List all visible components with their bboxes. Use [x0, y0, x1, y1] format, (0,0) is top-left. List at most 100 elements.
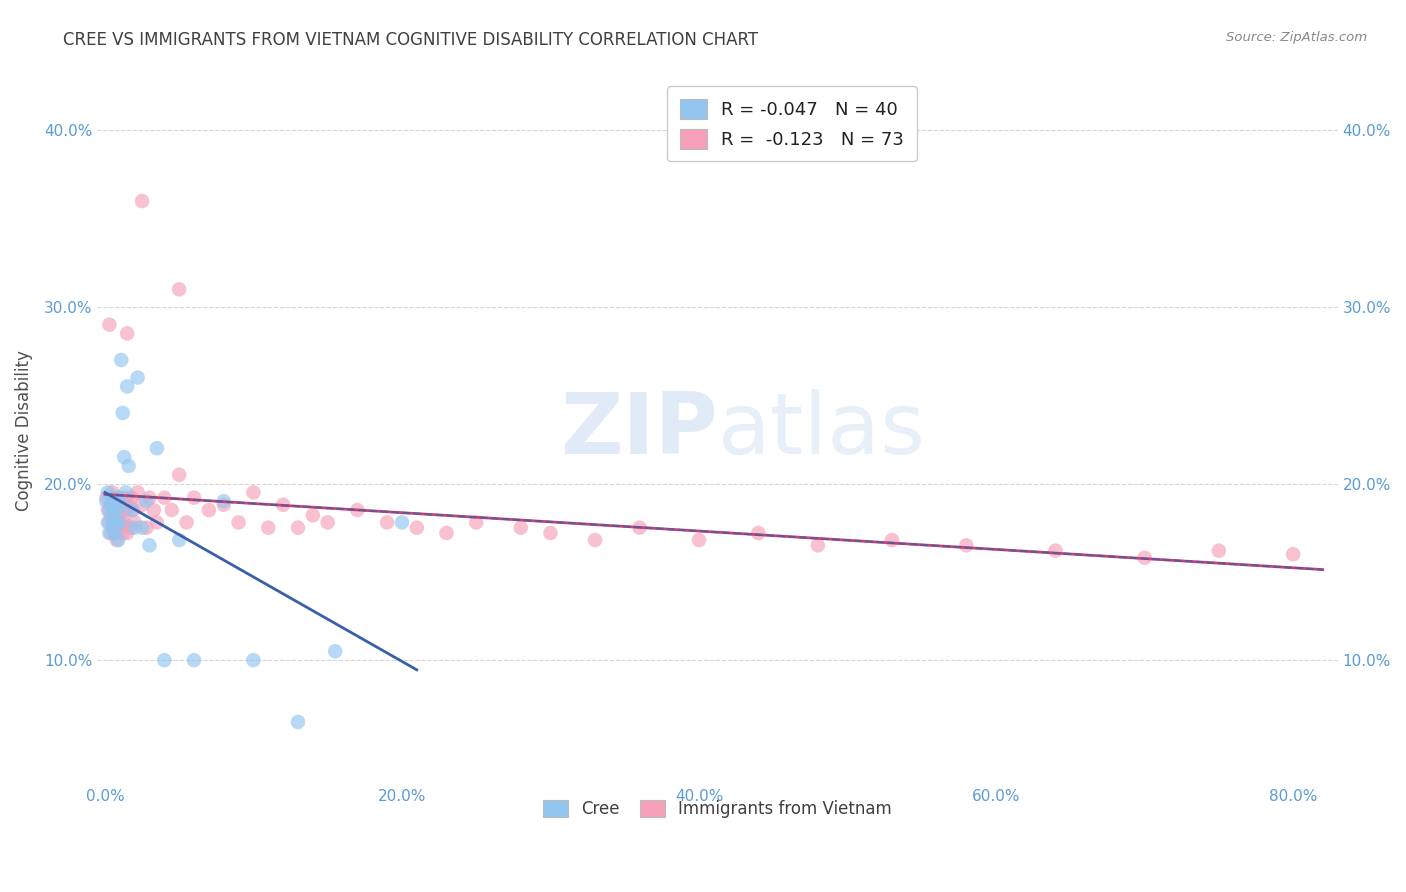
- Point: [747, 526, 769, 541]
- Point: [107, 491, 129, 505]
- Point: [122, 503, 145, 517]
- Point: [436, 526, 458, 541]
- Point: [176, 516, 198, 530]
- Point: [114, 491, 136, 505]
- Point: [101, 521, 124, 535]
- Point: [1282, 547, 1305, 561]
- Point: [108, 498, 131, 512]
- Point: [146, 442, 169, 456]
- Point: [465, 516, 488, 530]
- Point: [120, 521, 142, 535]
- Point: [880, 533, 903, 547]
- Point: [375, 516, 398, 530]
- Point: [108, 516, 131, 530]
- Y-axis label: Cognitive Disability: Cognitive Disability: [15, 351, 32, 511]
- Point: [107, 503, 129, 517]
- Point: [1133, 550, 1156, 565]
- Point: [110, 353, 132, 368]
- Point: [103, 503, 125, 517]
- Point: [540, 526, 562, 541]
- Point: [97, 503, 120, 517]
- Point: [1045, 543, 1067, 558]
- Point: [98, 503, 121, 517]
- Point: [112, 516, 135, 530]
- Point: [135, 494, 157, 508]
- Text: Source: ZipAtlas.com: Source: ZipAtlas.com: [1226, 31, 1367, 45]
- Point: [127, 485, 149, 500]
- Point: [955, 538, 977, 552]
- Point: [183, 653, 205, 667]
- Point: [138, 538, 160, 552]
- Point: [1208, 543, 1230, 558]
- Point: [107, 516, 129, 530]
- Point: [103, 526, 125, 541]
- Point: [271, 498, 294, 512]
- Point: [167, 533, 190, 547]
- Point: [105, 533, 128, 547]
- Point: [115, 326, 138, 341]
- Point: [98, 516, 121, 530]
- Point: [228, 516, 250, 530]
- Point: [127, 370, 149, 384]
- Point: [111, 526, 134, 541]
- Point: [242, 485, 264, 500]
- Point: [97, 516, 120, 530]
- Point: [104, 494, 127, 508]
- Point: [100, 526, 122, 541]
- Point: [97, 485, 120, 500]
- Legend: Cree, Immigrants from Vietnam: Cree, Immigrants from Vietnam: [537, 793, 898, 825]
- Point: [104, 498, 127, 512]
- Point: [628, 521, 651, 535]
- Point: [405, 521, 427, 535]
- Text: ZIP: ZIP: [560, 389, 717, 472]
- Point: [121, 503, 143, 517]
- Point: [138, 491, 160, 505]
- Point: [287, 521, 309, 535]
- Point: [316, 516, 339, 530]
- Point: [96, 491, 118, 505]
- Point: [100, 498, 122, 512]
- Point: [807, 538, 830, 552]
- Point: [115, 503, 138, 517]
- Point: [153, 653, 176, 667]
- Point: [121, 491, 143, 505]
- Point: [105, 516, 128, 530]
- Point: [105, 491, 128, 505]
- Point: [107, 533, 129, 547]
- Point: [101, 516, 124, 530]
- Point: [111, 406, 134, 420]
- Point: [115, 526, 138, 541]
- Point: [118, 498, 141, 512]
- Point: [104, 526, 127, 541]
- Point: [100, 498, 122, 512]
- Point: [98, 526, 121, 541]
- Point: [112, 503, 135, 517]
- Point: [509, 521, 531, 535]
- Text: CREE VS IMMIGRANTS FROM VIETNAM COGNITIVE DISABILITY CORRELATION CHART: CREE VS IMMIGRANTS FROM VIETNAM COGNITIV…: [63, 31, 758, 49]
- Point: [103, 516, 125, 530]
- Point: [301, 508, 323, 523]
- Point: [101, 485, 124, 500]
- Point: [111, 498, 134, 512]
- Point: [96, 494, 118, 508]
- Text: atlas: atlas: [717, 389, 925, 472]
- Point: [167, 282, 190, 296]
- Point: [212, 498, 235, 512]
- Point: [135, 521, 157, 535]
- Point: [131, 194, 153, 208]
- Point: [688, 533, 710, 547]
- Point: [346, 503, 368, 517]
- Point: [100, 508, 122, 523]
- Point: [167, 467, 190, 482]
- Point: [198, 503, 221, 517]
- Point: [323, 644, 346, 658]
- Point: [110, 503, 132, 517]
- Point: [142, 503, 165, 517]
- Point: [112, 450, 135, 464]
- Point: [105, 503, 128, 517]
- Point: [160, 503, 183, 517]
- Point: [124, 521, 146, 535]
- Point: [108, 491, 131, 505]
- Point: [108, 521, 131, 535]
- Point: [114, 485, 136, 500]
